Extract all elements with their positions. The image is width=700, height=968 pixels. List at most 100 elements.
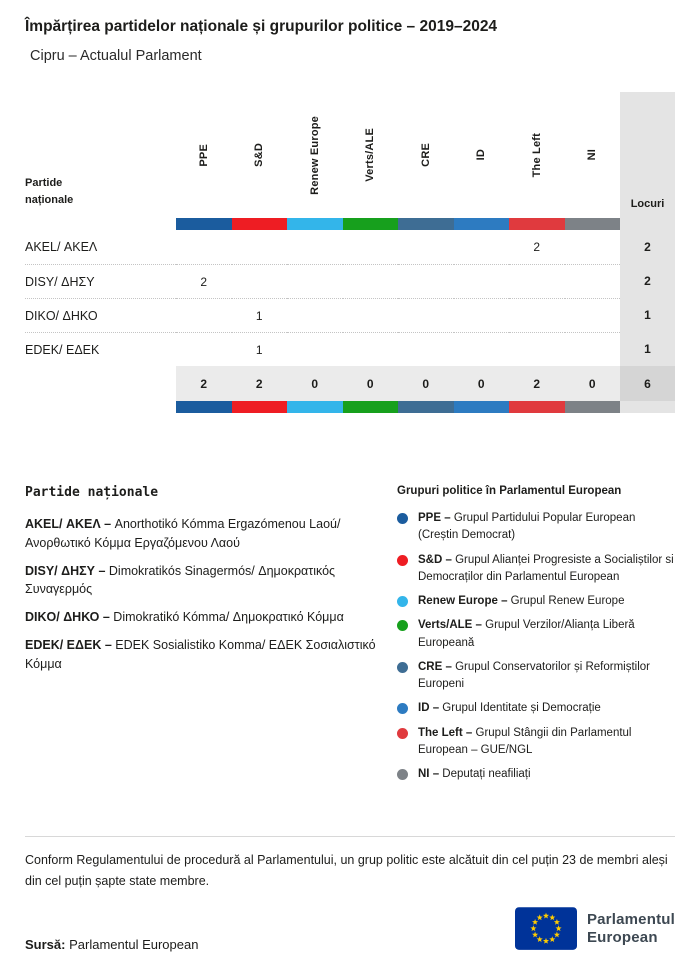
table-header-row: Partide naționale PPE S&D Renew Europe V… bbox=[25, 92, 675, 218]
table-row: AKEL/ ΑΚΕΛ 2 2 bbox=[25, 230, 675, 264]
total-cell: 0 bbox=[453, 366, 509, 401]
seat-cell bbox=[398, 264, 454, 298]
party-name: EDEK/ ΕΔΕΚ bbox=[25, 332, 176, 366]
source-label: Sursă: bbox=[25, 937, 66, 952]
seat-cell bbox=[342, 298, 398, 332]
party-name: AKEL/ ΑΚΕΛ bbox=[25, 240, 98, 254]
band-segment-verts bbox=[342, 401, 398, 413]
band-segment-theleft bbox=[509, 401, 565, 413]
band-spacer bbox=[25, 218, 176, 230]
seat-cell bbox=[176, 298, 232, 332]
column-header-id: ID bbox=[475, 149, 488, 161]
group-color-band-top bbox=[25, 218, 675, 230]
table-row: DISY/ ΔΗΣΥ 2 2 bbox=[25, 264, 675, 298]
seat-cell bbox=[565, 230, 621, 264]
row-seats-total: 2 bbox=[620, 264, 675, 298]
band-segment-sd bbox=[231, 401, 287, 413]
group-color-dot bbox=[397, 769, 408, 780]
column-header-theleft: The Left bbox=[530, 132, 543, 178]
group-legend-item: Renew Europe – Grupul Renew Europe bbox=[397, 593, 675, 610]
row-seats-total: 1 bbox=[620, 332, 675, 366]
band-segment-ni bbox=[564, 218, 620, 230]
total-cell: 2 bbox=[176, 366, 232, 401]
parties-legend-heading: Partide naționale bbox=[25, 485, 159, 500]
eu-flag-icon bbox=[514, 907, 577, 950]
group-color-dot bbox=[397, 703, 408, 715]
total-cell: 0 bbox=[398, 366, 454, 401]
band-segment-ni bbox=[564, 401, 620, 413]
source-text: Parlamentul European bbox=[69, 937, 199, 952]
seat-cell bbox=[231, 264, 287, 298]
row-seats-total: 2 bbox=[620, 230, 675, 264]
source-line: Sursă: Parlamentul European bbox=[25, 937, 198, 952]
european-parliament-logo: Parlamentul European bbox=[514, 907, 675, 952]
group-legend-item: S&D – Grupul Alianței Progresiste a Soci… bbox=[397, 552, 675, 587]
seat-cell bbox=[287, 230, 343, 264]
national-parties-legend: Partide naționale AKEL/ ΑΚΕΛ – Anorthoti… bbox=[25, 485, 377, 790]
seat-cell bbox=[509, 264, 565, 298]
row-header-label: Partide naționale bbox=[25, 176, 74, 207]
seat-cell bbox=[342, 264, 398, 298]
column-header-cre: CRE bbox=[419, 143, 432, 167]
seat-cell bbox=[398, 332, 454, 366]
political-groups-legend: Grupuri politice în Parlamentul European… bbox=[397, 485, 675, 790]
seat-cell bbox=[453, 298, 509, 332]
seat-cell bbox=[564, 264, 620, 298]
groups-legend-heading: Grupuri politice în Parlamentul European bbox=[397, 485, 622, 497]
seat-cell bbox=[342, 332, 398, 366]
band-segment-seats bbox=[620, 401, 675, 413]
column-header-ppe: PPE bbox=[197, 143, 210, 167]
group-color-dot bbox=[397, 661, 408, 673]
procedural-note: Conform Regulamentului de procedură al P… bbox=[25, 836, 675, 891]
group-color-dot bbox=[397, 620, 408, 632]
footer: Sursă: Parlamentul European bbox=[25, 907, 675, 952]
total-cell: 0 bbox=[342, 366, 398, 401]
totals-row: 2 2 0 0 0 0 2 0 6 bbox=[25, 366, 675, 401]
band-segment-cre bbox=[398, 218, 454, 230]
seat-cell bbox=[454, 230, 510, 264]
band-segment-renew bbox=[287, 218, 343, 230]
table-row: DIKO/ ΔΗΚΟ 1 1 bbox=[25, 298, 675, 332]
total-cell: 0 bbox=[564, 366, 620, 401]
seats-table: Partide naționale PPE S&D Renew Europe V… bbox=[25, 92, 675, 413]
seat-cell bbox=[398, 230, 454, 264]
seat-cell bbox=[287, 332, 343, 366]
group-legend-item: NI – Deputați neafiliați bbox=[397, 766, 675, 783]
party-legend-item: DIKO/ ΔΗΚΟ – Dimokratikó Kómma/ Δημοκρατ… bbox=[25, 610, 344, 624]
total-cell: 2 bbox=[509, 366, 565, 401]
legend-section: Partide naționale AKEL/ ΑΚΕΛ – Anorthoti… bbox=[25, 485, 675, 790]
row-header-cell: Partide naționale bbox=[25, 92, 176, 218]
band-segment-verts bbox=[342, 218, 398, 230]
seat-cell bbox=[398, 298, 454, 332]
column-header-verts: Verts/ALE bbox=[364, 128, 377, 182]
totals-row-label bbox=[25, 366, 176, 401]
group-legend-item: CRE – Grupul Conservatorilor și Reformiș… bbox=[397, 659, 675, 694]
band-segment-id bbox=[453, 218, 509, 230]
group-legend-item: The Left – Grupul Stângii din Parlamentu… bbox=[397, 725, 675, 760]
band-segment-ppe bbox=[176, 218, 232, 230]
seat-cell: 2 bbox=[176, 264, 232, 298]
page-subtitle: Cipru – Actualul Parlament bbox=[30, 48, 202, 64]
total-cell: 2 bbox=[231, 366, 287, 401]
seat-cell bbox=[287, 264, 343, 298]
row-seats-total: 1 bbox=[620, 298, 675, 332]
seat-cell: 1 bbox=[231, 332, 287, 366]
band-segment-cre bbox=[398, 401, 454, 413]
party-legend-item: DISY/ ΔΗΣΥ – Dimokratikós Sinagermós/ Δη… bbox=[25, 563, 336, 597]
column-header-seats: Locuri bbox=[620, 92, 675, 218]
seat-cell bbox=[453, 332, 509, 366]
party-name: DIKO/ ΔΗΚΟ bbox=[25, 298, 176, 332]
group-legend-item: Verts/ALE – Grupul Verzilor/Alianța Libe… bbox=[397, 617, 675, 652]
seat-cell bbox=[176, 332, 232, 366]
seat-cell bbox=[509, 298, 565, 332]
seat-cell bbox=[564, 332, 620, 366]
group-legend-item: ID – Grupul Identitate și Democrație bbox=[397, 700, 675, 717]
logo-wordmark: Parlamentul European bbox=[586, 911, 675, 946]
column-header-sd: S&D bbox=[253, 143, 266, 167]
column-header-ni: NI bbox=[586, 149, 599, 161]
band-segment-theleft bbox=[509, 218, 565, 230]
grand-total-seats: 6 bbox=[620, 366, 675, 401]
seat-cell bbox=[343, 230, 399, 264]
party-legend-item: AKEL/ ΑΚΕΛ – Anorthotikó Kómma Ergazómen… bbox=[25, 517, 341, 550]
group-color-dot bbox=[397, 554, 408, 566]
